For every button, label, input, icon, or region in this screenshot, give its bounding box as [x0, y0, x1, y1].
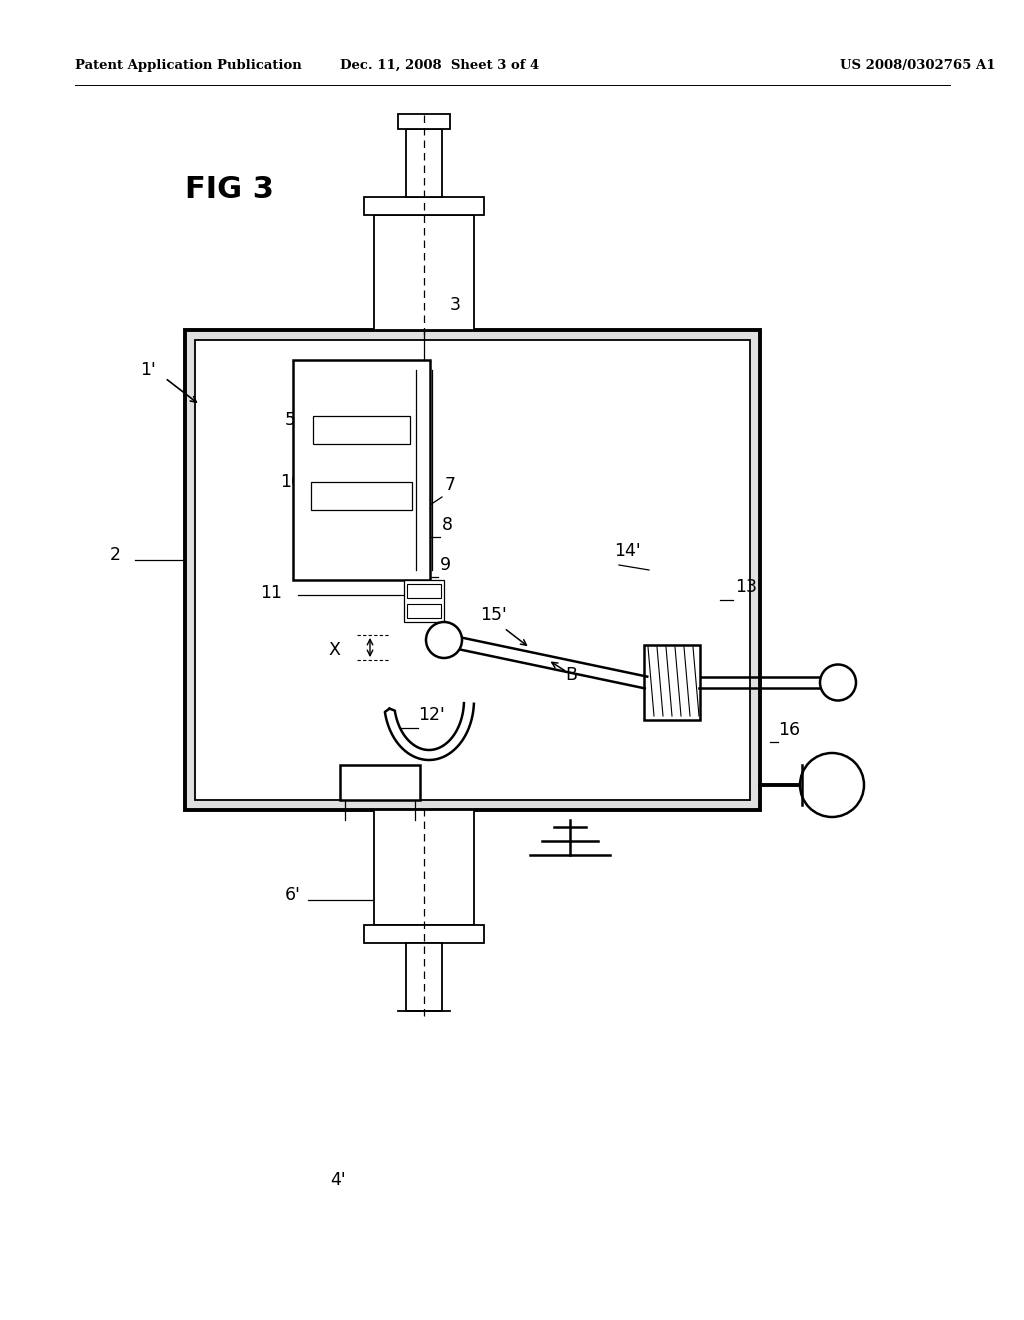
- Text: B: B: [565, 667, 577, 684]
- Bar: [407, 605, 441, 618]
- Bar: [406, 129, 442, 197]
- Text: Dec. 11, 2008  Sheet 3 of 4: Dec. 11, 2008 Sheet 3 of 4: [340, 58, 540, 71]
- Bar: [293, 360, 430, 579]
- Bar: [311, 482, 412, 510]
- Circle shape: [800, 752, 864, 817]
- Bar: [644, 645, 700, 719]
- Bar: [404, 579, 444, 622]
- Bar: [398, 114, 450, 129]
- Text: Patent Application Publication: Patent Application Publication: [75, 58, 302, 71]
- Text: 5: 5: [285, 411, 296, 429]
- Circle shape: [820, 664, 856, 701]
- Text: 13': 13': [735, 578, 762, 597]
- Text: 6': 6': [285, 886, 301, 904]
- Circle shape: [426, 622, 462, 657]
- Text: 15': 15': [480, 606, 507, 624]
- Text: 4': 4': [330, 1171, 346, 1189]
- Bar: [185, 330, 760, 810]
- Text: X: X: [328, 642, 340, 659]
- Text: FIG 3: FIG 3: [185, 176, 273, 205]
- Bar: [406, 942, 442, 1011]
- Text: 11: 11: [260, 583, 282, 602]
- Bar: [407, 583, 441, 598]
- Text: 9: 9: [440, 556, 452, 574]
- Bar: [364, 925, 484, 942]
- Text: 12': 12': [418, 706, 444, 723]
- Text: US 2008/0302765 A1: US 2008/0302765 A1: [840, 58, 995, 71]
- Bar: [374, 810, 474, 925]
- Bar: [364, 197, 484, 215]
- Text: 1': 1': [140, 360, 156, 379]
- Text: 14': 14': [614, 543, 641, 560]
- Text: 10: 10: [280, 473, 302, 491]
- Text: 2: 2: [110, 546, 121, 564]
- Text: 16: 16: [778, 721, 800, 739]
- Text: 8: 8: [442, 516, 453, 535]
- Bar: [374, 215, 474, 330]
- Text: 7: 7: [445, 477, 456, 494]
- Bar: [195, 341, 750, 800]
- Text: 3: 3: [450, 296, 461, 314]
- Bar: [340, 766, 420, 800]
- Bar: [313, 416, 410, 444]
